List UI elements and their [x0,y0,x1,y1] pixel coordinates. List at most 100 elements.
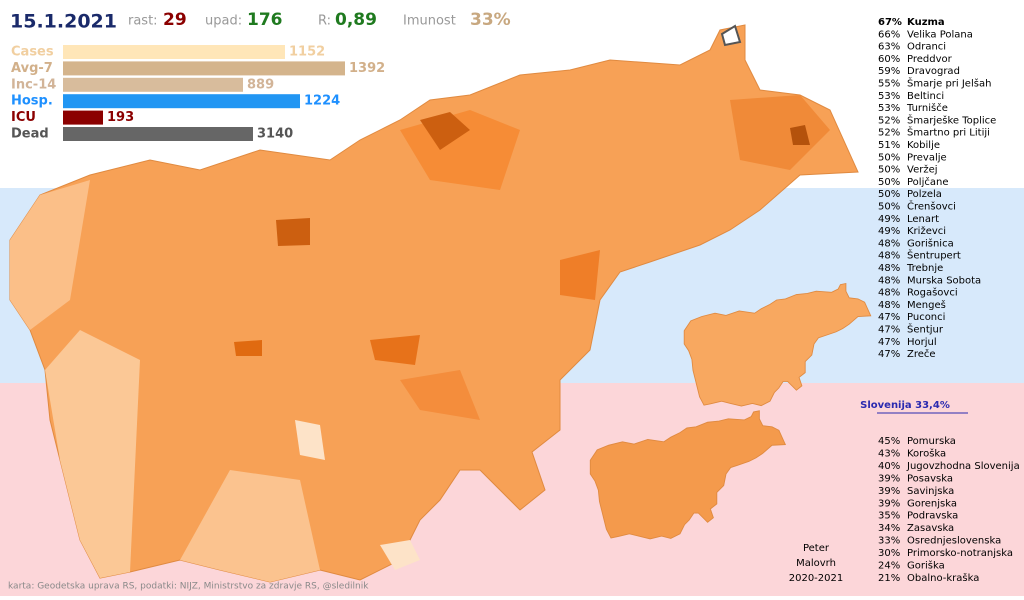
region-name: Gorenjska [907,498,957,509]
rank-name: Preddvor [907,54,953,65]
bars: Cases 1152 Avg-7 1392 Inc-14 889 Hosp. 1224 ICU 1… [11,45,385,142]
region-pct: 33% [878,536,900,547]
stat-value: 176 [247,10,283,30]
rank-name: Murska Sobota [907,275,981,286]
bar-value: 1152 [289,45,325,60]
rank-pct: 50% [878,177,900,188]
rank-name: Odranci [907,42,946,53]
bar [63,45,285,59]
rank-pct: 49% [878,226,900,237]
bar-value: 3140 [257,127,293,142]
main-map [9,24,859,583]
rank-name: Šentrupert [907,249,961,262]
rank-pct: 48% [878,275,900,286]
region-pct: 30% [878,548,900,559]
region-pct: 39% [878,498,900,509]
region-pct: 21% [878,573,900,584]
rank-name: Šmartno pri Litiji [907,126,990,139]
rank-name: Kuzma [907,17,945,28]
rank-name: Črenšovci [907,200,956,213]
rank-name: Gorišnica [907,237,954,249]
rank-pct: 48% [878,300,900,311]
region-name: Goriška [907,560,945,572]
region-name: Zasavska [907,523,954,534]
stat-label: upad: [205,14,242,29]
rank-pct: 66% [878,29,900,40]
region-pct: 40% [878,461,900,472]
rank-name: Prevalje [907,152,947,163]
rank-pct: 63% [878,42,900,53]
region-name: Osrednjeslovenska [907,536,1001,547]
rank-name: Polzela [907,189,942,200]
region-pct: 34% [878,523,900,534]
rank-name: Zreče [907,348,936,360]
bar [63,77,243,92]
rank-name: Mengeš [907,299,946,311]
region-name: Podravska [907,511,958,522]
rank-pct: 47% [878,312,900,323]
rank-pct: 52% [878,128,900,139]
rank-pct: 50% [878,189,900,200]
rank-name: Rogašovci [907,287,958,299]
rank-name: Kobilje [907,140,940,151]
region-name: Jugovzhodna Slovenija [906,461,1020,472]
region-pct: 24% [878,561,900,572]
rank-pct: 48% [878,238,900,249]
rank-name: Poljčane [907,176,948,188]
rank-pct: 53% [878,103,900,114]
rank-pct: 47% [878,349,900,360]
rank-name: Križevci [907,225,946,237]
rank-pct: 51% [878,140,900,151]
stat-label: Imunost [403,14,456,29]
rank-pct: 49% [878,214,900,225]
stat-value: 33% [470,10,511,30]
region-name: Koroška [907,447,946,459]
region-pct: 43% [878,448,900,459]
bar [63,94,300,109]
stat-value: 0,89 [335,10,377,30]
lists: 67% Kuzma 66% Velika Polana 63% Odranci 60% Pre… [878,17,1020,584]
rank-pct: 52% [878,115,900,126]
rank-name: Puconci [907,312,945,323]
national: Slovenija 33,4% [860,400,950,411]
rank-pct: 48% [878,263,900,274]
region-pct: 39% [878,473,900,484]
bar-label: Hosp. [11,94,53,109]
author: Peter [803,543,830,554]
rank-name: Horjul [907,337,937,348]
bar [63,61,345,76]
region-name: Posavska [907,473,953,484]
rank-name: Šentjur [907,323,944,336]
bar [63,110,103,125]
bar-label: Avg-7 [11,61,53,76]
rank-name: Lenart [907,214,939,225]
rank-pct: 48% [878,288,900,299]
bar [63,127,253,141]
rank-name: Beltinci [907,91,944,102]
rank-pct: 48% [878,251,900,262]
region-pct: 35% [878,511,900,522]
bar-label: ICU [11,110,36,125]
rank-name: Trebnje [906,263,943,274]
bar-label: Inc-14 [11,77,56,92]
bar-value: 1224 [304,94,340,109]
rank-pct: 67% [878,17,902,28]
rank-pct: 50% [878,202,900,213]
bar-label: Cases [11,45,54,60]
date: 15.1.2021 [10,11,117,33]
author: 2020-2021 [789,573,844,584]
stats: rast: 29 upad: 176 R: 0,89 Imunost 33% [128,10,511,30]
rank-pct: 59% [878,66,900,77]
rank-pct: 53% [878,91,900,102]
region-name: Primorsko-notranjska [907,548,1013,559]
rank-name: Šmarješke Toplice [907,113,996,126]
region-pct: 45% [878,436,900,447]
region-pct: 39% [878,486,900,497]
author: Malovrh [796,558,836,569]
rank-name: Šmarje pri Jelšah [907,77,991,90]
rank-pct: 50% [878,165,900,176]
stat-label: R: [318,14,331,29]
rank-pct: 47% [878,325,900,336]
